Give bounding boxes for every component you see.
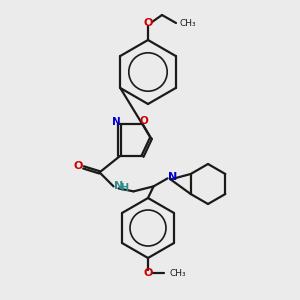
Text: N: N [168,172,177,182]
Text: CH₃: CH₃ [170,268,187,278]
Text: O: O [74,161,83,171]
Text: H: H [121,183,129,194]
Text: O: O [139,116,148,126]
Text: O: O [143,268,153,278]
Text: CH₃: CH₃ [179,19,196,28]
Text: N: N [114,182,123,191]
Text: N: N [112,117,121,127]
Text: O: O [143,18,153,28]
